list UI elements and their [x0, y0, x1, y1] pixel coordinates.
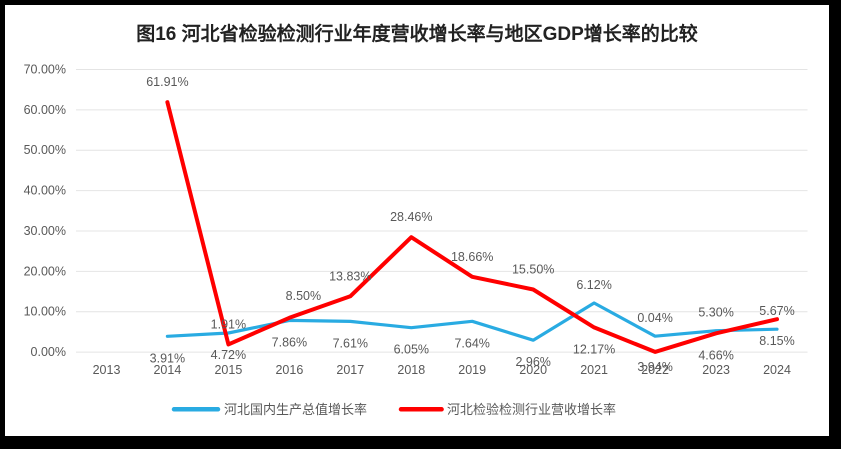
svg-text:2013: 2013: [93, 363, 121, 377]
svg-text:2024: 2024: [763, 363, 791, 377]
svg-text:3.91%: 3.91%: [150, 351, 185, 365]
svg-text:河北国内生产总值增长率: 河北国内生产总值增长率: [224, 402, 367, 417]
svg-text:60.00%: 60.00%: [24, 103, 66, 117]
svg-text:7.86%: 7.86%: [272, 335, 307, 349]
svg-text:2019: 2019: [458, 363, 486, 377]
svg-text:7.61%: 7.61%: [333, 336, 368, 350]
svg-text:2015: 2015: [214, 363, 242, 377]
svg-text:8.15%: 8.15%: [759, 334, 794, 348]
svg-text:1.91%: 1.91%: [211, 317, 246, 331]
svg-text:2021: 2021: [580, 363, 608, 377]
svg-text:2023: 2023: [702, 363, 730, 377]
svg-text:5.67%: 5.67%: [759, 304, 794, 318]
svg-text:70.00%: 70.00%: [24, 63, 66, 77]
svg-text:0.04%: 0.04%: [637, 311, 672, 325]
svg-text:50.00%: 50.00%: [24, 143, 66, 157]
svg-text:10.00%: 10.00%: [24, 305, 66, 319]
svg-text:12.17%: 12.17%: [573, 342, 615, 356]
svg-text:6.05%: 6.05%: [394, 343, 429, 357]
svg-text:8.50%: 8.50%: [286, 289, 321, 303]
svg-text:5.30%: 5.30%: [698, 306, 733, 320]
svg-text:13.83%: 13.83%: [329, 269, 371, 283]
svg-text:61.91%: 61.91%: [146, 75, 188, 89]
svg-text:7.64%: 7.64%: [454, 336, 489, 350]
svg-text:2017: 2017: [336, 363, 364, 377]
svg-text:15.50%: 15.50%: [512, 263, 554, 277]
svg-text:6.12%: 6.12%: [576, 278, 611, 292]
svg-text:40.00%: 40.00%: [24, 184, 66, 198]
svg-text:4.72%: 4.72%: [211, 348, 246, 362]
svg-text:2.96%: 2.96%: [515, 355, 550, 369]
svg-text:30.00%: 30.00%: [24, 224, 66, 238]
svg-text:18.66%: 18.66%: [451, 250, 493, 264]
svg-text:2016: 2016: [275, 363, 303, 377]
svg-text:3.94%: 3.94%: [637, 360, 672, 374]
svg-text:20.00%: 20.00%: [24, 264, 66, 278]
svg-text:0.00%: 0.00%: [31, 345, 66, 359]
svg-text:4.66%: 4.66%: [698, 348, 733, 362]
svg-text:河北检验检测行业营收增长率: 河北检验检测行业营收增长率: [447, 402, 616, 417]
svg-text:28.46%: 28.46%: [390, 210, 432, 224]
svg-text:2018: 2018: [397, 363, 425, 377]
